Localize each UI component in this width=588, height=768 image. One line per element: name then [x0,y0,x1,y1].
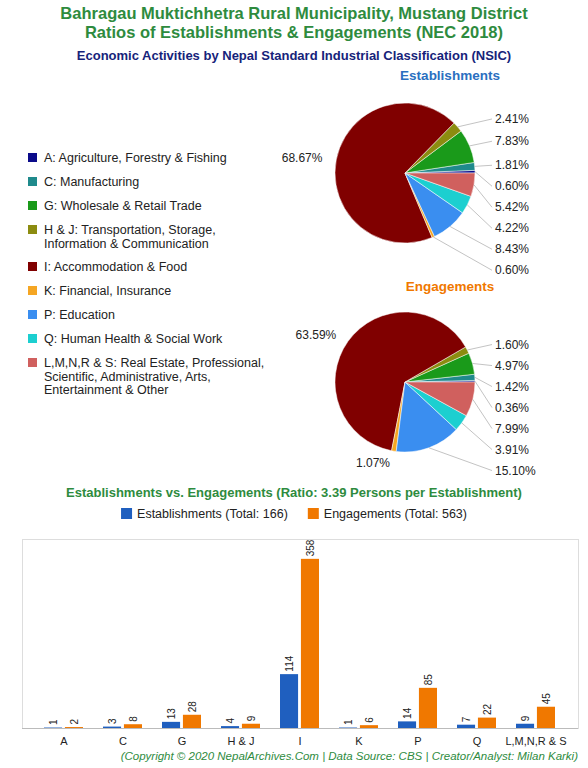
svg-text:7.83%: 7.83% [495,134,529,148]
svg-text:13: 13 [166,708,177,720]
svg-text:Engagements (Total: 563): Engagements (Total: 563) [324,507,467,521]
svg-text:7.99%: 7.99% [495,422,529,436]
svg-text:C: C [119,735,127,747]
svg-text:L,M,N,R & S: L,M,N,R & S [505,735,566,747]
svg-text:G: G [178,735,187,747]
svg-text:1.81%: 1.81% [495,158,529,172]
svg-text:Economic Activities by Nepal S: Economic Activities by Nepal Standard In… [77,48,511,63]
svg-text:Bahragau Muktichhetra Rural Mu: Bahragau Muktichhetra Rural Municipality… [60,4,528,22]
svg-text:358: 358 [305,539,316,556]
svg-text:8: 8 [128,716,139,722]
svg-text:9: 9 [246,715,257,721]
svg-text:14: 14 [402,707,413,719]
svg-text:P: P [414,735,421,747]
svg-text:0.36%: 0.36% [495,401,529,415]
svg-text:5.42%: 5.42% [495,200,529,214]
svg-text:68.67%: 68.67% [282,151,323,165]
svg-text:H & J: Transportation, Storage: H & J: Transportation, Storage,Informati… [44,223,216,250]
svg-text:I: I [298,735,301,747]
svg-text:A: Agriculture, Forestry & Fis: A: Agriculture, Forestry & Fishing [44,151,227,165]
svg-text:K: K [355,735,363,747]
svg-text:4.22%: 4.22% [495,221,529,235]
svg-text:7: 7 [461,716,472,722]
svg-text:2: 2 [69,719,80,725]
svg-text:9: 9 [520,715,531,721]
svg-text:1.07%: 1.07% [356,456,390,470]
svg-text:63.59%: 63.59% [296,328,337,342]
svg-text:3: 3 [107,718,118,724]
svg-text:15.10%: 15.10% [495,464,536,478]
svg-text:C: Manufacturing: C: Manufacturing [44,175,139,189]
svg-text:Ratios of Establishments & Eng: Ratios of Establishments & Engagements (… [85,23,503,41]
svg-text:1.42%: 1.42% [495,380,529,394]
svg-text:22: 22 [482,704,493,716]
svg-text:P: Education: P: Education [44,308,115,322]
svg-text:Engagements: Engagements [406,279,495,294]
svg-text:Establishments (Total: 166): Establishments (Total: 166) [137,507,288,521]
svg-text:A: A [60,735,68,747]
svg-text:G: Wholesale & Retail Trade: G: Wholesale & Retail Trade [44,199,202,213]
svg-text:H & J: H & J [228,735,255,747]
svg-text:4: 4 [225,718,236,724]
svg-text:2.41%: 2.41% [495,112,529,126]
svg-text:1.60%: 1.60% [495,338,529,352]
svg-text:L,M,N,R & S: Real Estate, Prof: L,M,N,R & S: Real Estate, Professional,S… [44,356,264,396]
svg-text:4.97%: 4.97% [495,359,529,373]
svg-text:0.60%: 0.60% [495,179,529,193]
svg-text:85: 85 [423,674,434,686]
svg-text:Q: Q [473,735,482,747]
svg-text:I: Accommodation & Food: I: Accommodation & Food [44,260,187,274]
svg-text:6: 6 [364,717,375,723]
svg-text:28: 28 [187,701,198,713]
svg-text:3.91%: 3.91% [495,443,529,457]
html-text:(Copyright © 2020 NepalArchive: (Copyright © 2020 NepalArchives.Com | Da… [120,750,578,762]
svg-text:Establishments vs. Engagements: Establishments vs. Engagements (Ratio: 3… [66,485,522,500]
svg-text:45: 45 [541,693,552,705]
svg-text:1: 1 [343,719,354,725]
svg-text:0.60%: 0.60% [495,263,529,277]
svg-text:114: 114 [284,655,295,671]
svg-text:1: 1 [48,719,59,725]
svg-text:8.43%: 8.43% [495,242,529,256]
svg-text:Q: Human Health & Social Work: Q: Human Health & Social Work [44,332,223,346]
svg-text:K: Financial, Insurance: K: Financial, Insurance [44,284,171,298]
svg-text:Establishments: Establishments [400,68,500,83]
